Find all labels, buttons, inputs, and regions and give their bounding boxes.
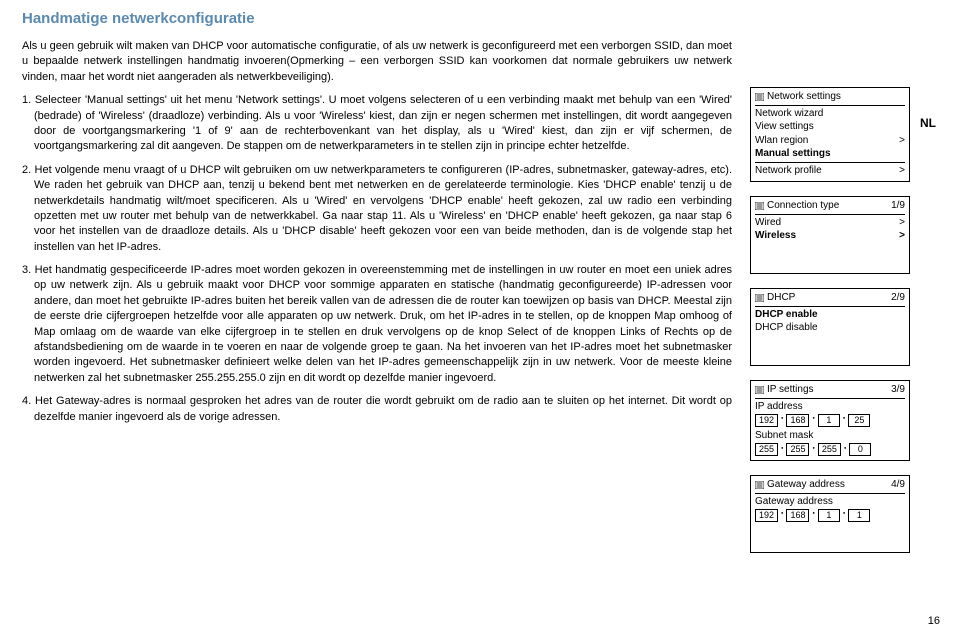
content-wrapper: Als u geen gebruik wilt maken van DHCP v… bbox=[22, 39, 940, 553]
step-1: 1. Selecteer 'Manual settings' uit het m… bbox=[22, 93, 732, 155]
ip-octet: 192 bbox=[755, 509, 778, 522]
menu-icon bbox=[755, 93, 764, 101]
ip-octet: 192 bbox=[755, 414, 778, 427]
ip-octet: 255 bbox=[818, 443, 841, 456]
menu-row: DHCP enable bbox=[755, 308, 905, 322]
screen-network-settings: Network settings Network wizard View set… bbox=[750, 87, 910, 182]
screens-column: Network settings Network wizard View set… bbox=[750, 39, 940, 553]
screen-title: IP settings bbox=[767, 383, 814, 397]
body-text-column: Als u geen gebruik wilt maken van DHCP v… bbox=[22, 39, 732, 553]
menu-row: Manual settings bbox=[755, 147, 905, 161]
ip-octet: 255 bbox=[755, 443, 778, 456]
ip-octet: 1 bbox=[818, 414, 840, 427]
screen-title: DHCP bbox=[767, 291, 795, 305]
screen-connection-type: Connection type 1/9 Wired> Wireless> bbox=[750, 196, 910, 274]
step-3: 3. Het handmatig gespecificeerde IP-adre… bbox=[22, 263, 732, 386]
screen-progress: 2/9 bbox=[891, 291, 905, 305]
menu-row: Wlan region> bbox=[755, 134, 905, 148]
screen-progress: 1/9 bbox=[891, 199, 905, 213]
field-label: IP address bbox=[755, 400, 905, 414]
screen-progress: 3/9 bbox=[891, 383, 905, 397]
screen-title: Connection type bbox=[767, 199, 839, 213]
menu-row: Wireless> bbox=[755, 229, 905, 243]
field-label: Subnet mask bbox=[755, 429, 905, 443]
menu-row: Network wizard bbox=[755, 107, 905, 121]
screen-dhcp: DHCP 2/9 DHCP enable DHCP disable bbox=[750, 288, 910, 366]
screen-ip-settings: IP settings 3/9 IP address 192● 168● 1● … bbox=[750, 380, 910, 461]
subnet-mask-row: 255● 255● 255● 0 bbox=[755, 443, 905, 456]
ip-octet: 1 bbox=[848, 509, 870, 522]
menu-icon bbox=[755, 386, 764, 394]
menu-row: View settings bbox=[755, 120, 905, 134]
language-tag: NL bbox=[920, 87, 936, 132]
ip-octet: 25 bbox=[848, 414, 870, 427]
field-label: Gateway address bbox=[755, 495, 905, 509]
screen-gateway: Gateway address 4/9 Gateway address 192●… bbox=[750, 475, 910, 553]
step-4: 4. Het Gateway-adres is normaal gesproke… bbox=[22, 394, 732, 425]
ip-octet: 168 bbox=[786, 509, 809, 522]
ip-octet: 0 bbox=[849, 443, 871, 456]
screen-title: Network settings bbox=[767, 90, 841, 104]
menu-icon bbox=[755, 481, 764, 489]
menu-icon bbox=[755, 202, 764, 210]
page-title: Handmatige netwerkconfiguratie bbox=[22, 8, 940, 29]
screen-title: Gateway address bbox=[767, 478, 845, 492]
ip-octet: 255 bbox=[786, 443, 809, 456]
screen-progress: 4/9 bbox=[891, 478, 905, 492]
menu-row: Network profile> bbox=[755, 162, 905, 178]
menu-row: DHCP disable bbox=[755, 321, 905, 335]
ip-octet: 168 bbox=[786, 414, 809, 427]
page-number: 16 bbox=[928, 614, 940, 629]
intro-paragraph: Als u geen gebruik wilt maken van DHCP v… bbox=[22, 39, 732, 85]
gateway-address-row: 192● 168● 1● 1 bbox=[755, 509, 905, 522]
ip-octet: 1 bbox=[818, 509, 840, 522]
menu-icon bbox=[755, 294, 764, 302]
ip-address-row: 192● 168● 1● 25 bbox=[755, 414, 905, 427]
menu-row: Wired> bbox=[755, 216, 905, 230]
step-2: 2. Het volgende menu vraagt of u DHCP wi… bbox=[22, 163, 732, 255]
